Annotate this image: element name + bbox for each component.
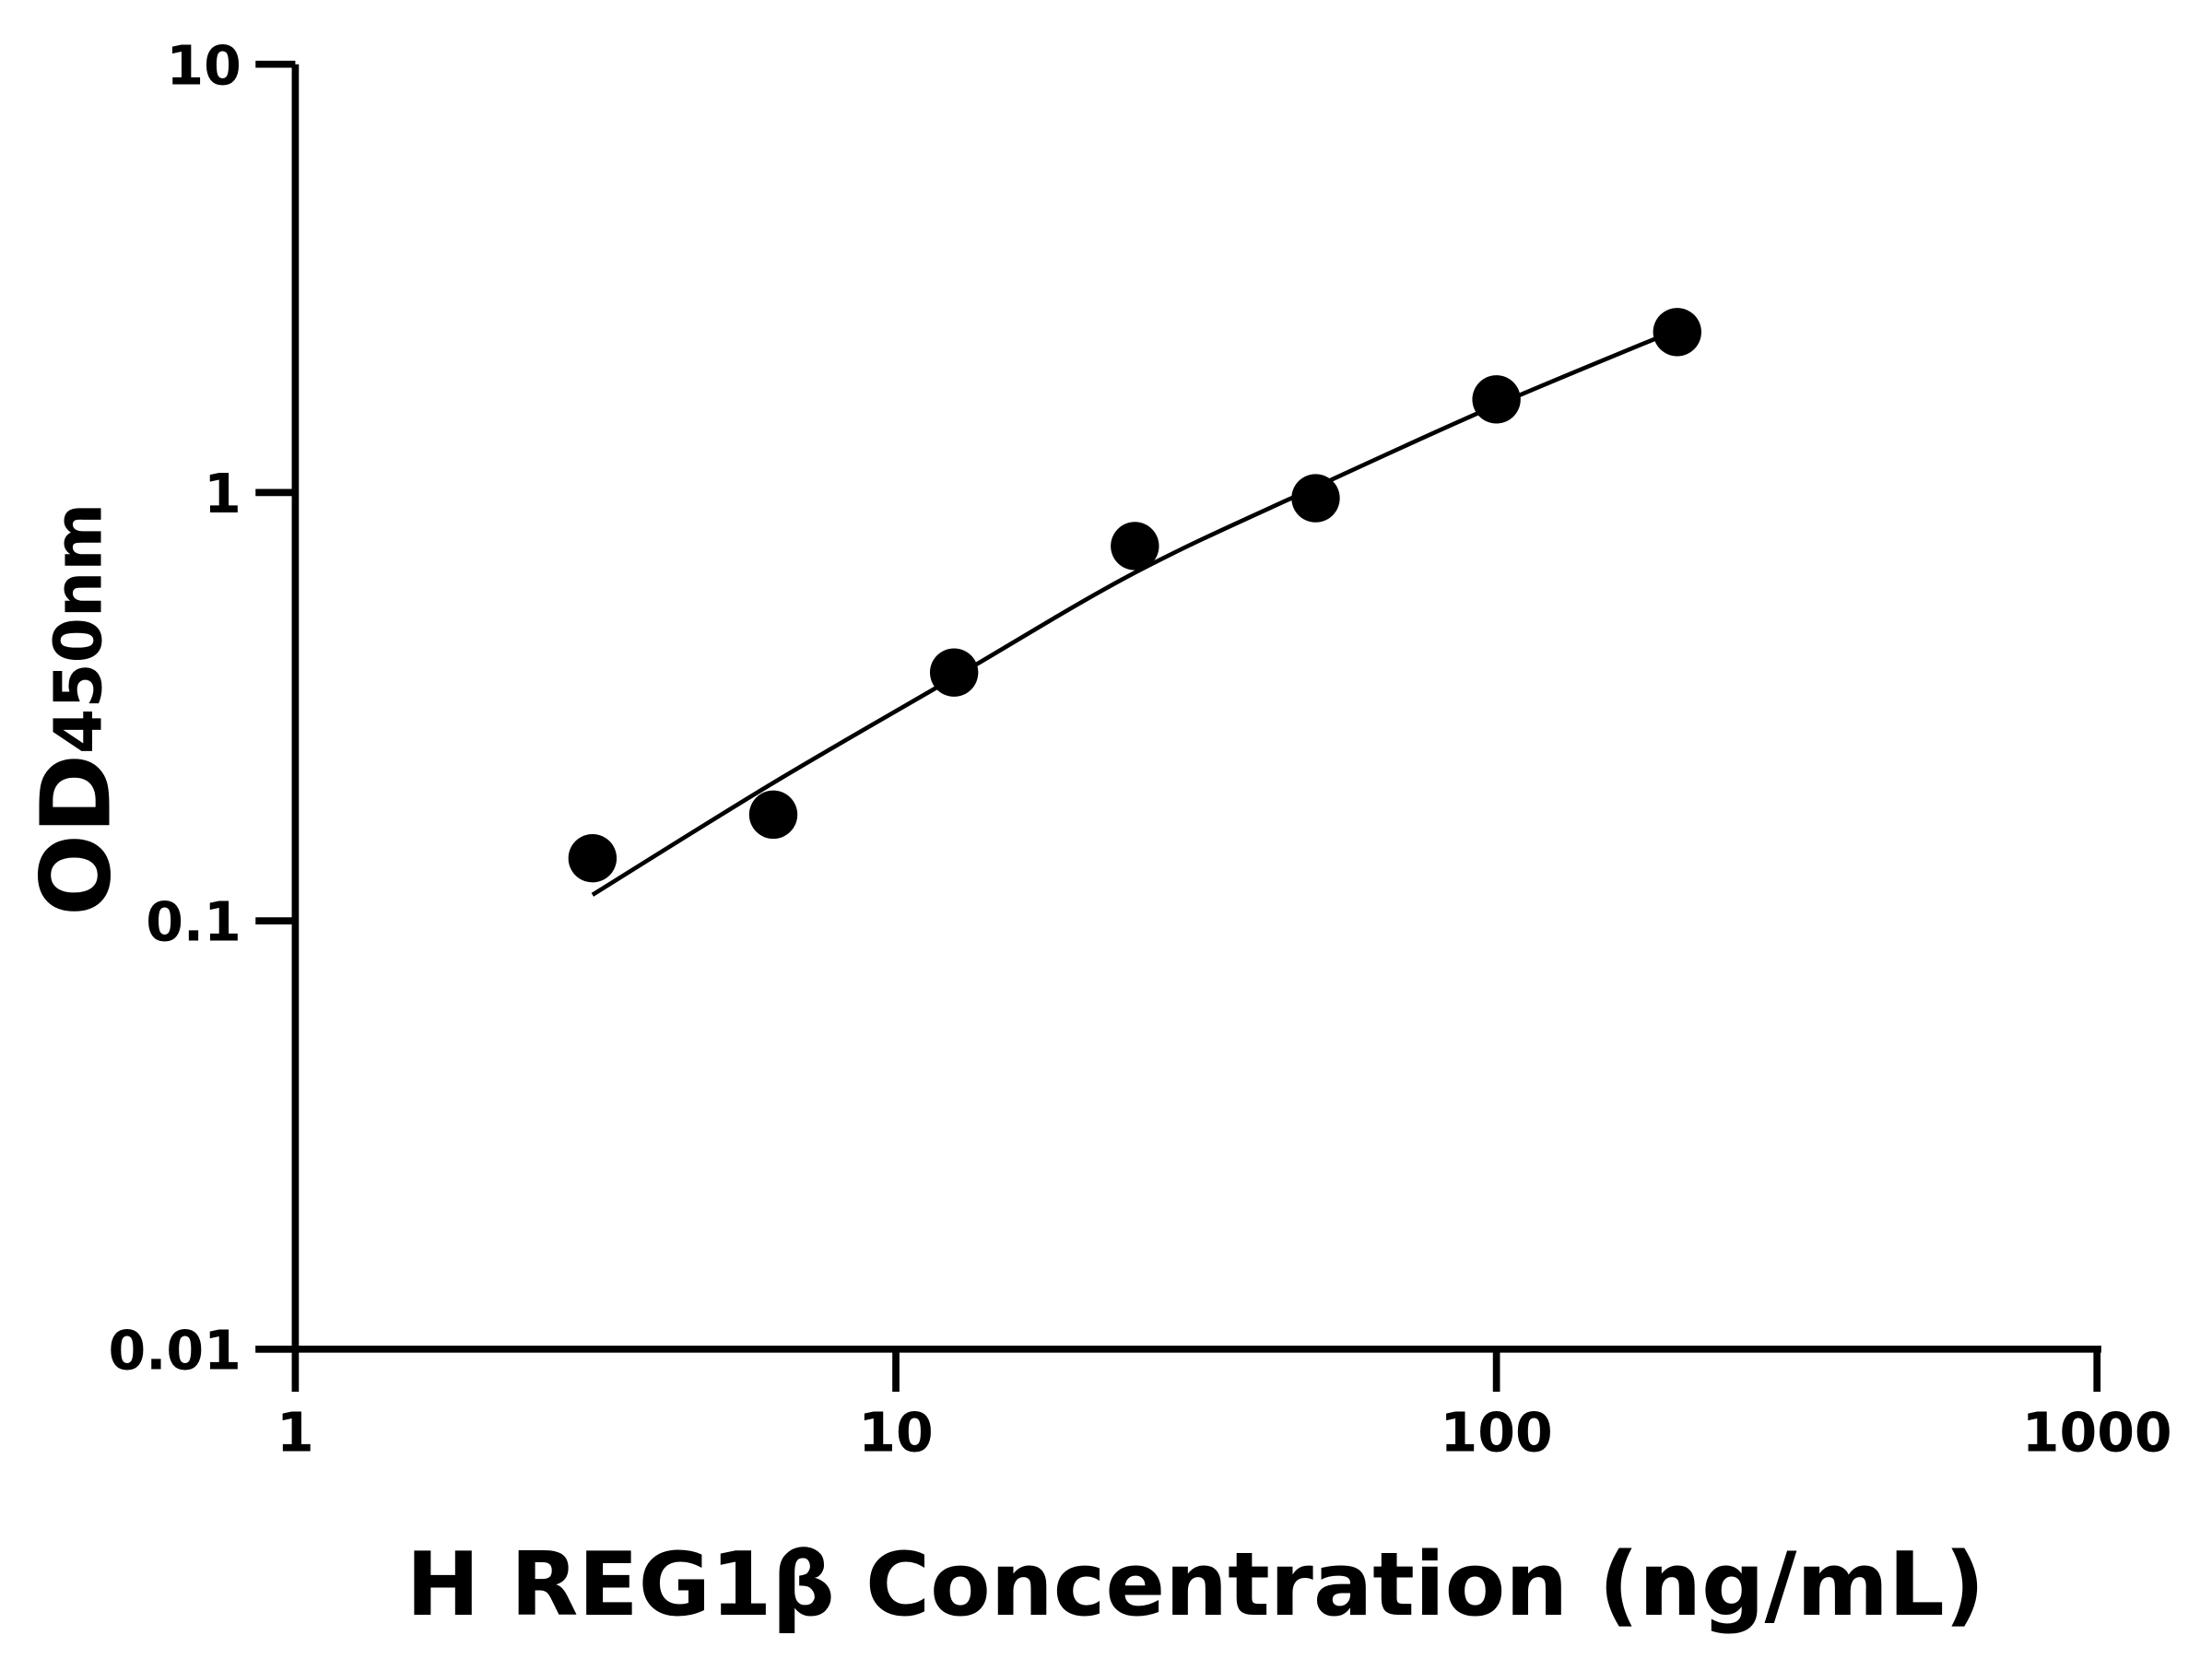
y-tick-label: 1	[204, 463, 241, 525]
x-tick-label: 1000	[2022, 1402, 2172, 1465]
y-axis-label: OD450nm	[20, 503, 133, 916]
y-axis-label-group: OD450nm	[20, 503, 133, 916]
data-point	[568, 834, 618, 883]
y-axis-label-main: OD	[20, 754, 133, 916]
axes	[255, 64, 2101, 1353]
y-ticks: 0.01 0.1 1 10	[108, 34, 296, 1382]
data-point	[1111, 522, 1159, 571]
data-point	[929, 648, 979, 697]
x-tick-label: 100	[1441, 1402, 1553, 1465]
data-point	[748, 790, 798, 840]
data-point	[1291, 474, 1340, 523]
data-point	[1653, 308, 1701, 357]
data-points	[568, 308, 1701, 883]
x-axis-label: H REG1β Concentration (ng/mL)	[406, 1533, 1985, 1636]
x-ticks: 1 10 100 1000	[276, 1348, 2172, 1465]
data-point	[1472, 375, 1521, 424]
y-tick-label: 10	[166, 34, 241, 97]
x-tick-label: 10	[858, 1402, 933, 1465]
y-tick-label: 0.01	[108, 1319, 241, 1382]
x-tick-label: 1	[276, 1402, 314, 1465]
y-tick-label: 0.1	[146, 891, 241, 954]
y-axis-label-subscript: 450nm	[40, 503, 116, 754]
